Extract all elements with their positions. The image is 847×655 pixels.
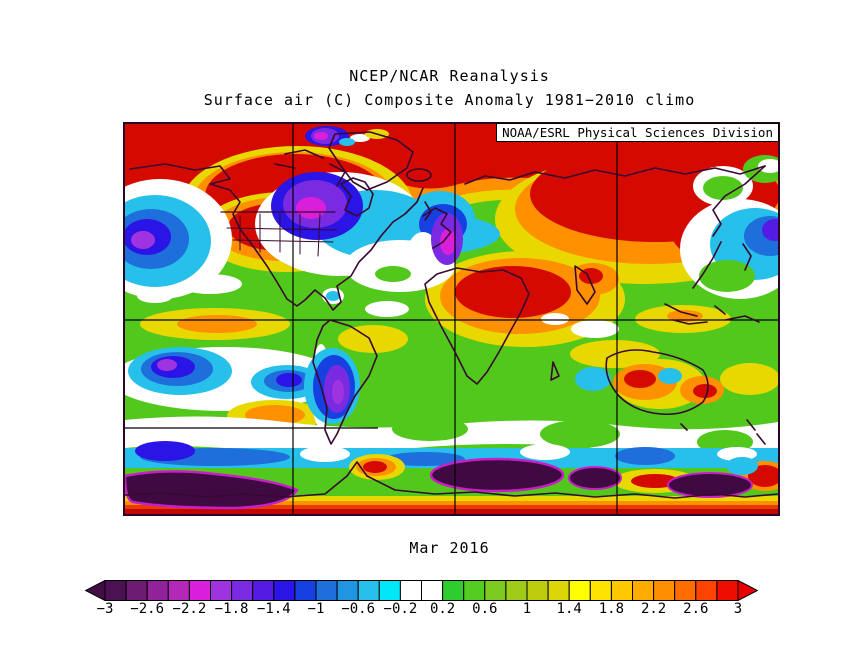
colorbar-cell — [547, 580, 570, 601]
colorbar-cell — [505, 580, 528, 601]
colorbar-cell — [695, 580, 718, 601]
anomaly-map: NOAA/ESRL Physical Sciences Division — [123, 122, 780, 516]
date-label: Mar 2016 — [409, 539, 490, 557]
page-title: NCEP/NCAR Reanalysis — [349, 67, 550, 85]
colorbar-cell — [188, 580, 212, 601]
colorbar-cell — [716, 580, 739, 601]
colorbar-tick-label: 0.2 — [429, 601, 456, 617]
colorbar-cell — [104, 580, 127, 601]
colorbar-cell — [526, 580, 549, 601]
map-grid-lines — [125, 124, 778, 514]
colorbar-cell — [674, 580, 697, 601]
colorbar-tick-label: 1.4 — [556, 601, 582, 617]
anomaly-field — [125, 124, 778, 514]
colorbar-scale — [84, 579, 759, 602]
antarctic-band — [125, 454, 778, 514]
colorbar-tick-label: 3 — [733, 601, 743, 617]
colorbar-tick-label: −1.8 — [214, 601, 249, 617]
colorbar-cell — [146, 580, 169, 601]
colorbar-cell — [653, 580, 676, 601]
colorbar-tick-label: 1 — [522, 601, 532, 617]
southern-hemisphere-blobs — [125, 344, 778, 468]
colorbar-cell — [315, 580, 338, 601]
colorbar-tick-label: 2.6 — [683, 601, 709, 617]
colorbar-cell — [378, 580, 401, 601]
credit-box: NOAA/ESRL Physical Sciences Division — [496, 123, 779, 142]
colorbar-cell — [421, 580, 444, 601]
colorbar-tick-label: −0.6 — [341, 601, 376, 617]
page-subtitle: Surface air (C) Composite Anomaly 1981−2… — [203, 91, 696, 109]
colorbar-tick-label: 2.2 — [640, 601, 667, 617]
colorbar-cell — [167, 580, 190, 601]
colorbar-cell — [252, 580, 275, 601]
colorbar-cell — [463, 580, 486, 601]
colorbar-cell — [589, 580, 612, 601]
colorbar-cell — [231, 580, 254, 601]
colorbar-tick-label: 0.6 — [472, 601, 498, 617]
colorbar-cell — [610, 580, 634, 601]
colorbar-tick-label: −1 — [307, 601, 325, 617]
colorbar-cell — [210, 580, 233, 601]
colorbar-tick-label: −1.4 — [256, 601, 291, 617]
tropical-patches — [137, 274, 778, 395]
colorbar-tick-label: 1.8 — [598, 601, 625, 617]
colorbar-cell — [336, 580, 359, 601]
colorbar-tick-label: −3 — [96, 601, 114, 617]
colorbar-cell — [568, 580, 591, 601]
colorbar-tick-labels: −3 −2.6 −2.2 −1.8 −1.4 −1 −0.6 −0.2 0.2 0.6 1 1.4 1.… — [85, 601, 758, 619]
colorbar-tick-label: −2.2 — [172, 601, 207, 617]
colorbar-cell — [294, 580, 317, 601]
colorbar — [84, 579, 759, 602]
colorbar-cell — [484, 580, 507, 601]
colorbar-cell — [125, 580, 148, 601]
colorbar-tick-label: −0.2 — [383, 601, 418, 617]
colorbar-tick-label: −2.6 — [130, 601, 165, 617]
coastlines — [125, 131, 778, 499]
colorbar-cell — [442, 580, 465, 601]
colorbar-cell — [632, 580, 655, 601]
colorbar-cell — [273, 580, 296, 601]
colorbar-cell — [357, 580, 380, 601]
colorbar-cell — [399, 580, 422, 601]
